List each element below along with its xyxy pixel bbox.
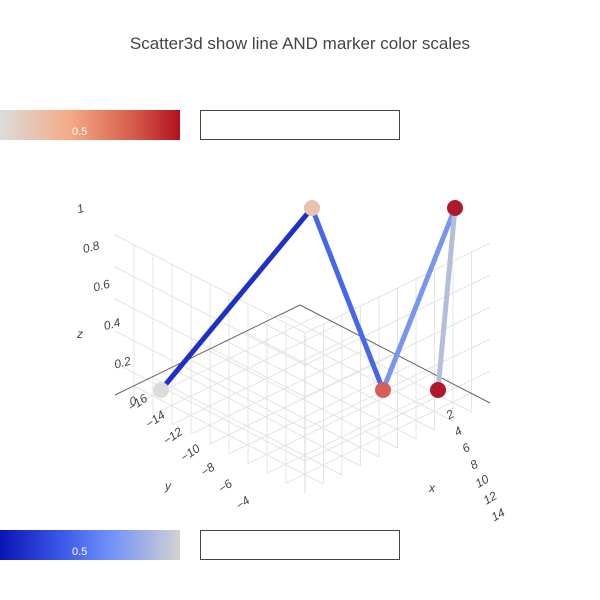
line-colorbar-title-box xyxy=(200,530,400,560)
marker-colorbar-gradient xyxy=(0,110,180,140)
grid-line xyxy=(247,373,434,465)
z-axis-title: z xyxy=(76,327,83,341)
grid-line xyxy=(151,376,343,476)
grid-line xyxy=(207,349,398,449)
x-tick-label: 8 xyxy=(468,457,481,473)
y-tick-label: −4 xyxy=(233,493,253,513)
data-point xyxy=(430,382,446,398)
series-line xyxy=(158,205,458,393)
x-tick-label: 10 xyxy=(473,472,492,491)
y-axis-title: y xyxy=(164,479,172,493)
marker-colorbar-tick: 0.5 xyxy=(72,126,88,138)
z-tick-label: 0.8 xyxy=(81,238,101,256)
line-segment xyxy=(435,205,458,393)
data-point xyxy=(153,382,169,398)
line-segment xyxy=(309,205,386,393)
line-segment xyxy=(158,205,315,393)
data-point xyxy=(375,382,391,398)
marker-colorbar-title-box xyxy=(200,110,400,140)
grid-line xyxy=(188,358,380,458)
line-colorbar-tick: 0.5 xyxy=(72,546,88,558)
y-tick-label: −14 xyxy=(143,408,168,431)
chart-title: Scatter3d show line AND marker color sca… xyxy=(129,34,471,53)
line-colorbar-gradient xyxy=(0,530,180,560)
z-tick-label: 0.2 xyxy=(113,354,133,372)
x-tick-label: 4 xyxy=(452,423,465,439)
y-tick-label: −12 xyxy=(160,424,185,447)
data-point xyxy=(304,200,320,216)
y-tick-label: −6 xyxy=(216,476,236,496)
data-point xyxy=(447,200,463,216)
z-tick-label: 0 xyxy=(128,393,138,408)
x-tick-label: 2 xyxy=(443,407,457,423)
z-tick-label: 0.4 xyxy=(102,315,122,333)
marker-colorbar: 0.5 xyxy=(0,110,180,140)
z-tick-label: 1 xyxy=(75,201,85,216)
line-segment xyxy=(380,205,458,393)
x-tick-label: 14 xyxy=(489,505,508,524)
y-tick-label: −8 xyxy=(198,460,218,480)
x-axis-title: x xyxy=(428,481,436,495)
grid-line xyxy=(228,363,415,455)
axis-line xyxy=(114,304,301,396)
grid-line xyxy=(266,382,453,474)
z-tick-label: 0.6 xyxy=(92,277,112,295)
line-colorbar: 0.5 xyxy=(0,530,180,560)
series-markers xyxy=(153,200,463,398)
grid-layer xyxy=(114,234,491,493)
x-tick-label: 12 xyxy=(481,488,500,507)
y-tick-label: −10 xyxy=(178,441,203,464)
x-tick-label: 6 xyxy=(460,440,473,456)
